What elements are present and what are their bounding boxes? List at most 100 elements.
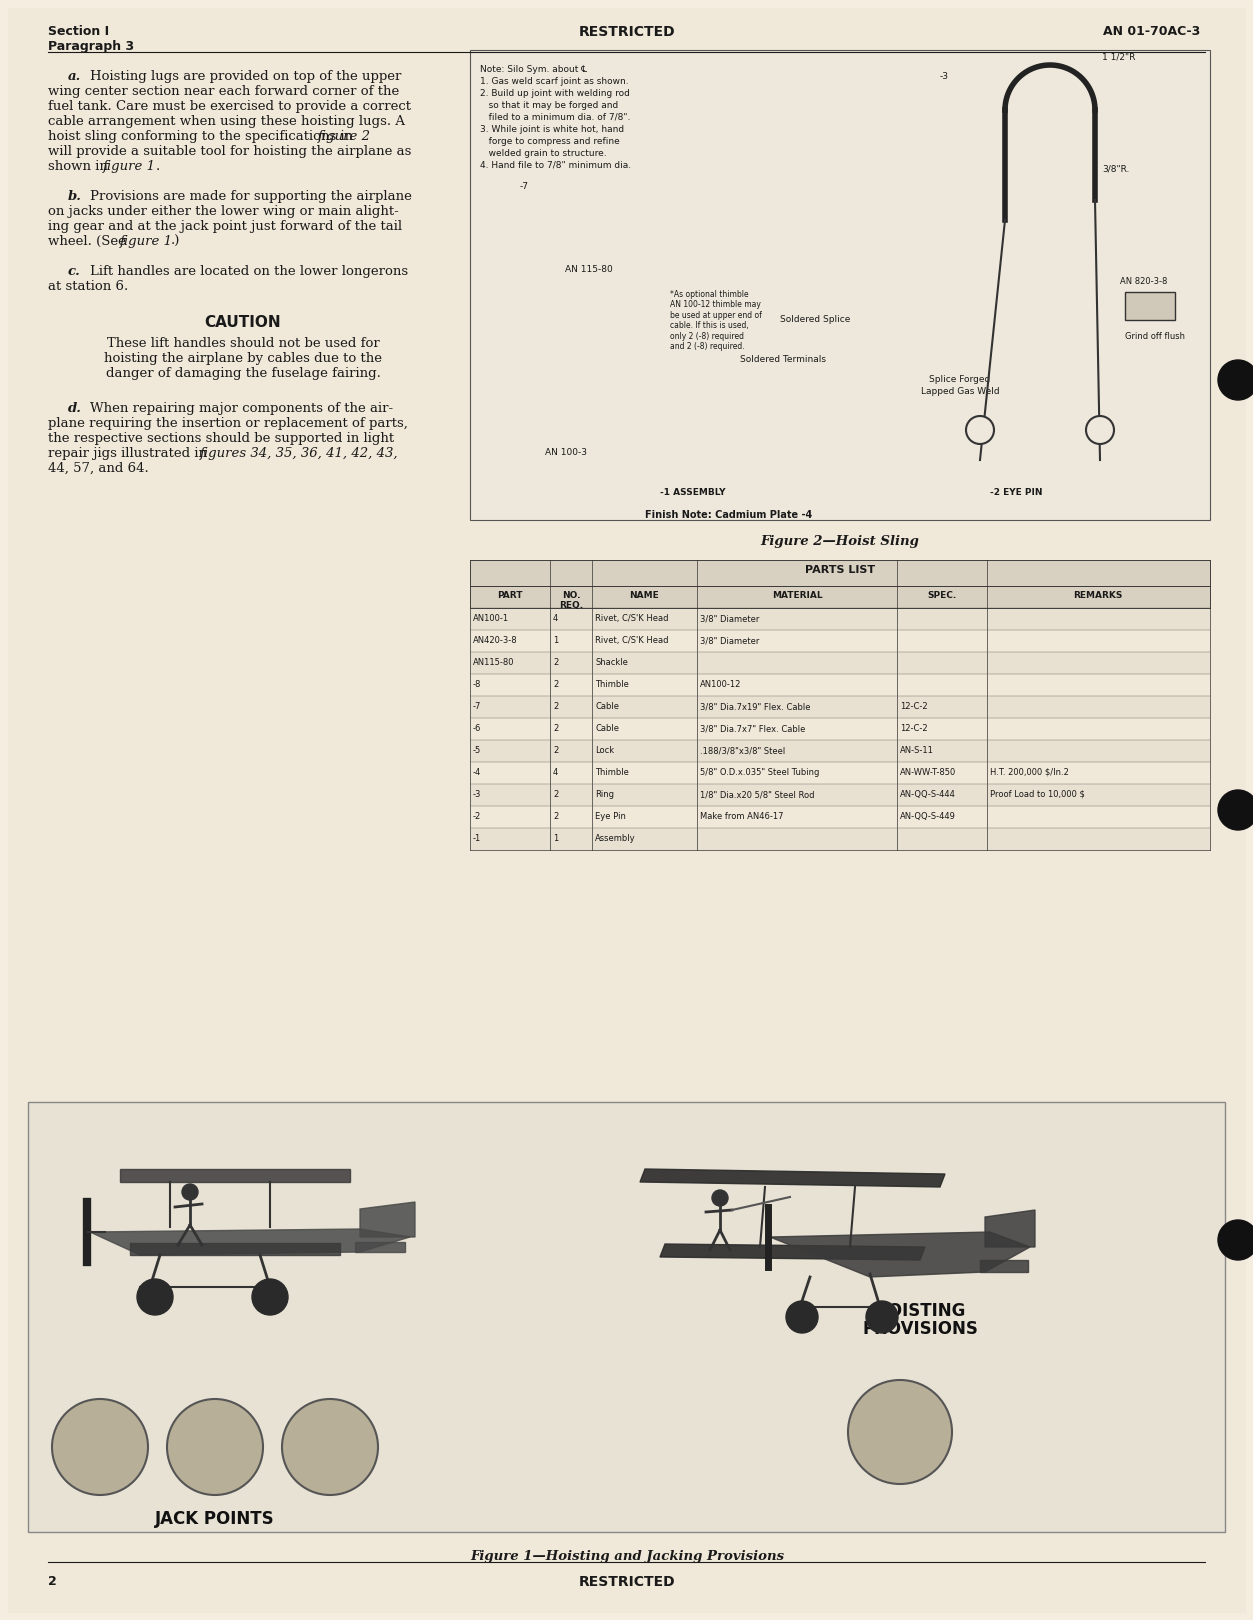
Text: AN 100-3: AN 100-3 bbox=[545, 449, 586, 457]
Text: CAUTION: CAUTION bbox=[204, 314, 282, 330]
Bar bbox=[470, 718, 1210, 740]
Text: 4. Hand file to 7/8" minimum dia.: 4. Hand file to 7/8" minimum dia. bbox=[480, 160, 632, 170]
Circle shape bbox=[712, 1191, 728, 1205]
Text: 3/8" Diameter: 3/8" Diameter bbox=[700, 637, 759, 645]
Bar bbox=[470, 761, 1210, 784]
Text: Thimble: Thimble bbox=[595, 768, 629, 778]
Text: 3/8" Dia.7x19" Flex. Cable: 3/8" Dia.7x19" Flex. Cable bbox=[700, 701, 811, 711]
Text: 12-C-2: 12-C-2 bbox=[900, 701, 927, 711]
Polygon shape bbox=[640, 1170, 945, 1187]
Text: JACK: JACK bbox=[86, 1439, 114, 1448]
Text: AN-WW-T-850: AN-WW-T-850 bbox=[900, 768, 956, 778]
Text: danger of damaging the fuselage fairing.: danger of damaging the fuselage fairing. bbox=[105, 368, 381, 381]
Text: AN 115-80: AN 115-80 bbox=[565, 266, 613, 274]
Text: cable arrangement when using these hoisting lugs. A: cable arrangement when using these hoist… bbox=[48, 115, 405, 128]
Text: 3/8" Diameter: 3/8" Diameter bbox=[700, 614, 759, 624]
Text: hoisting the airplane by cables due to the: hoisting the airplane by cables due to t… bbox=[104, 352, 382, 365]
Text: wing center section near each forward corner of the: wing center section near each forward co… bbox=[48, 84, 400, 97]
Text: AN 01-70AC-3: AN 01-70AC-3 bbox=[1103, 24, 1200, 37]
Text: RESTRICTED: RESTRICTED bbox=[579, 1575, 675, 1589]
Text: fuel tank. Care must be exercised to provide a correct: fuel tank. Care must be exercised to pro… bbox=[48, 100, 411, 113]
Circle shape bbox=[1218, 791, 1253, 829]
Text: on jacks under either the lower wing or main alight-: on jacks under either the lower wing or … bbox=[48, 206, 398, 219]
Text: SPEC.: SPEC. bbox=[927, 591, 956, 599]
Text: -8: -8 bbox=[472, 680, 481, 688]
Text: -1: -1 bbox=[472, 834, 481, 842]
Polygon shape bbox=[980, 1260, 1027, 1272]
Text: Provisions are made for supporting the airplane: Provisions are made for supporting the a… bbox=[90, 190, 412, 202]
Text: *As optional thimble
AN 100-12 thimble may
be used at upper end of
cable. If thi: *As optional thimble AN 100-12 thimble m… bbox=[670, 290, 762, 352]
Text: AN115-80: AN115-80 bbox=[472, 658, 515, 667]
Text: 3/8" Dia.7x7" Flex. Cable: 3/8" Dia.7x7" Flex. Cable bbox=[700, 724, 806, 732]
Text: PARTS LIST: PARTS LIST bbox=[804, 565, 875, 575]
Polygon shape bbox=[130, 1243, 340, 1256]
Text: filed to a minimum dia. of 7/8".: filed to a minimum dia. of 7/8". bbox=[480, 113, 630, 121]
Text: -5: -5 bbox=[472, 745, 481, 755]
Text: Ring: Ring bbox=[595, 791, 614, 799]
Text: a.: a. bbox=[68, 70, 81, 83]
Text: ing gear and at the jack point just forward of the tail: ing gear and at the jack point just forw… bbox=[48, 220, 402, 233]
Text: Eye Pin: Eye Pin bbox=[595, 812, 626, 821]
Text: 2: 2 bbox=[553, 745, 559, 755]
Text: Rivet, C/S'K Head: Rivet, C/S'K Head bbox=[595, 614, 669, 624]
Text: 1: 1 bbox=[553, 637, 559, 645]
Text: Assembly: Assembly bbox=[595, 834, 635, 842]
Text: 4: 4 bbox=[553, 614, 559, 624]
Text: REMARKS: REMARKS bbox=[1074, 591, 1123, 599]
Text: Thimble: Thimble bbox=[595, 680, 629, 688]
Text: HOISTING: HOISTING bbox=[875, 1302, 966, 1320]
Text: 1 1/2"R: 1 1/2"R bbox=[1101, 52, 1135, 62]
Text: Cable: Cable bbox=[595, 701, 619, 711]
Text: figures 34, 35, 36, 41, 42, 43,: figures 34, 35, 36, 41, 42, 43, bbox=[200, 447, 398, 460]
Text: Section I: Section I bbox=[48, 24, 109, 37]
Text: Figure 1—Hoisting and Jacking Provisions: Figure 1—Hoisting and Jacking Provisions bbox=[470, 1550, 784, 1563]
Text: PART: PART bbox=[497, 591, 523, 599]
Bar bbox=[28, 1102, 1225, 1533]
Text: Paragraph 3: Paragraph 3 bbox=[48, 40, 134, 53]
Text: forge to compress and refine: forge to compress and refine bbox=[480, 138, 620, 146]
Text: PROVISIONS: PROVISIONS bbox=[862, 1320, 977, 1338]
Bar bbox=[470, 651, 1210, 674]
Bar bbox=[470, 828, 1210, 851]
Text: These lift handles should not be used for: These lift handles should not be used fo… bbox=[107, 337, 380, 350]
Text: -7: -7 bbox=[472, 701, 481, 711]
Text: AN100-1: AN100-1 bbox=[472, 614, 509, 624]
Text: -2: -2 bbox=[472, 812, 481, 821]
Text: AN-QQ-S-444: AN-QQ-S-444 bbox=[900, 791, 956, 799]
Text: -3: -3 bbox=[472, 791, 481, 799]
Text: -3: -3 bbox=[940, 71, 949, 81]
Text: Proof Load to 10,000 $: Proof Load to 10,000 $ bbox=[990, 791, 1085, 799]
Text: repair jigs illustrated in: repair jigs illustrated in bbox=[48, 447, 212, 460]
Text: hoist sling conforming to the specifications in: hoist sling conforming to the specificat… bbox=[48, 130, 357, 143]
Text: Grind off flush: Grind off flush bbox=[1125, 332, 1185, 340]
Text: 12-C-2: 12-C-2 bbox=[900, 724, 927, 732]
Text: 2: 2 bbox=[553, 701, 559, 711]
Text: Splice Forged: Splice Forged bbox=[930, 374, 991, 384]
Text: Lock: Lock bbox=[595, 745, 614, 755]
Text: will provide a suitable tool for hoisting the airplane as: will provide a suitable tool for hoistin… bbox=[48, 146, 411, 159]
Circle shape bbox=[786, 1301, 818, 1333]
Bar bbox=[470, 740, 1210, 761]
Text: Make from AN46-17: Make from AN46-17 bbox=[700, 812, 783, 821]
Text: -6: -6 bbox=[472, 724, 481, 732]
Text: b.: b. bbox=[68, 190, 81, 202]
Polygon shape bbox=[360, 1202, 415, 1238]
Polygon shape bbox=[660, 1244, 925, 1260]
Text: 2. Build up joint with welding rod: 2. Build up joint with welding rod bbox=[480, 89, 630, 97]
Text: AN-QQ-S-449: AN-QQ-S-449 bbox=[900, 812, 956, 821]
Polygon shape bbox=[985, 1210, 1035, 1247]
Circle shape bbox=[282, 1400, 378, 1495]
Text: c.: c. bbox=[68, 266, 80, 279]
Polygon shape bbox=[771, 1231, 1030, 1277]
Text: -1 ASSEMBLY: -1 ASSEMBLY bbox=[660, 488, 725, 497]
Circle shape bbox=[866, 1301, 898, 1333]
Circle shape bbox=[1218, 1220, 1253, 1260]
Text: 2: 2 bbox=[553, 724, 559, 732]
Text: 5/8" O.D.x.035" Steel Tubing: 5/8" O.D.x.035" Steel Tubing bbox=[700, 768, 819, 778]
Bar bbox=[470, 697, 1210, 718]
Bar bbox=[470, 561, 1210, 586]
Bar bbox=[470, 50, 1210, 520]
Text: Soldered Terminals: Soldered Terminals bbox=[741, 355, 826, 364]
Bar bbox=[470, 630, 1210, 651]
Text: JACK: JACK bbox=[202, 1439, 229, 1448]
